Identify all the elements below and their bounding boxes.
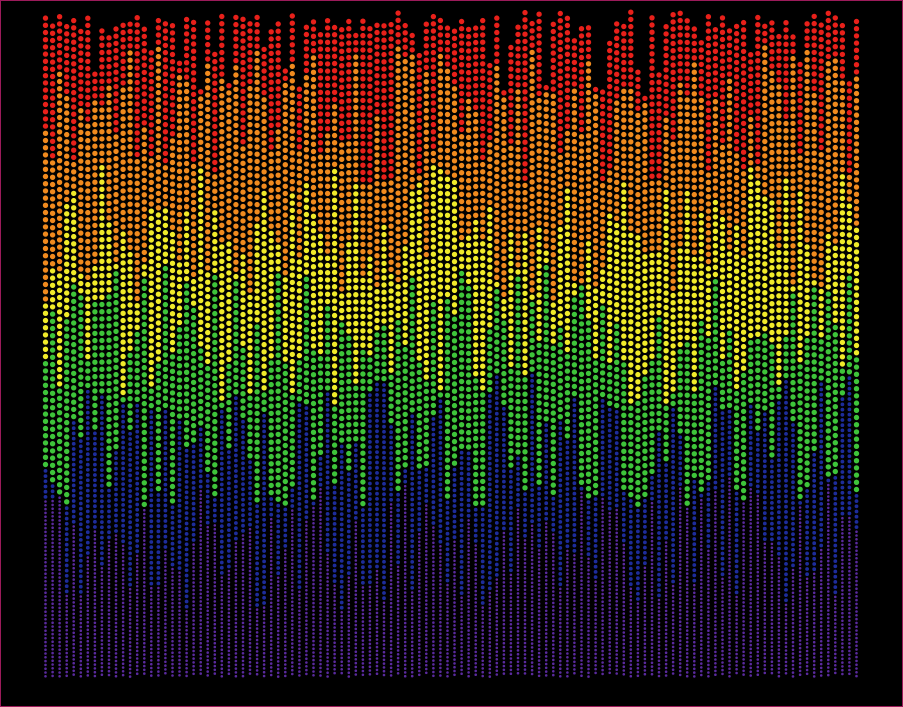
- rainbow-dot-matrix: [1, 1, 902, 706]
- artwork-frame: [0, 0, 903, 707]
